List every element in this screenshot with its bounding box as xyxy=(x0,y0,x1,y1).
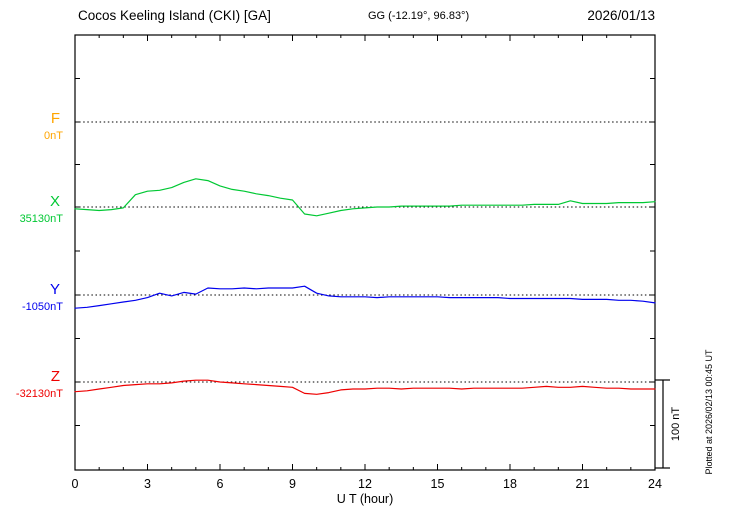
x-tick-label: 15 xyxy=(431,477,445,491)
scale-bar: 100 nT xyxy=(655,379,682,469)
trace-X xyxy=(74,178,656,217)
channel-Z-baseline-value: -32130nT xyxy=(16,388,63,400)
axis-ticks xyxy=(74,35,656,470)
x-tick-label: 21 xyxy=(576,477,590,491)
channel-F-baseline-value: 0nT xyxy=(44,130,63,142)
x-tick-label: 0 xyxy=(72,477,79,491)
scale-bar-label: 100 nT xyxy=(670,407,682,442)
channel-X-baseline-value: 35130nT xyxy=(20,213,64,225)
x-tick-label: 24 xyxy=(648,477,662,491)
x-tick-labels: 0 3 6 9 12 15 18 21 24 xyxy=(72,477,662,491)
channel-Z-label: Z xyxy=(51,368,60,385)
plot-frame xyxy=(74,34,656,471)
baseline-dotted-lines xyxy=(75,121,655,383)
station-title: Cocos Keeling Island (CKI) [GA] xyxy=(78,8,271,23)
channel-X-label: X xyxy=(50,193,60,210)
x-tick-label: 12 xyxy=(358,477,372,491)
x-axis-label: U T (hour) xyxy=(337,492,394,506)
trace-Z xyxy=(74,379,656,395)
channel-Y-baseline-value: -1050nT xyxy=(22,301,63,313)
plot-date: 2026/01/13 xyxy=(587,8,655,23)
x-tick-label: 18 xyxy=(503,477,517,491)
channel-Y-label: Y xyxy=(50,281,60,298)
x-tick-label: 6 xyxy=(217,477,224,491)
x-tick-label: 3 xyxy=(144,477,151,491)
channel-F-label: F xyxy=(51,110,60,127)
trace-lines xyxy=(74,178,656,395)
plotted-at-note: Plotted at 2026/02/13 00:45 UT xyxy=(704,349,714,475)
gg-coordinates: GG (-12.19°, 96.83°) xyxy=(368,10,469,22)
trace-Y xyxy=(74,285,656,309)
x-tick-label: 9 xyxy=(289,477,296,491)
